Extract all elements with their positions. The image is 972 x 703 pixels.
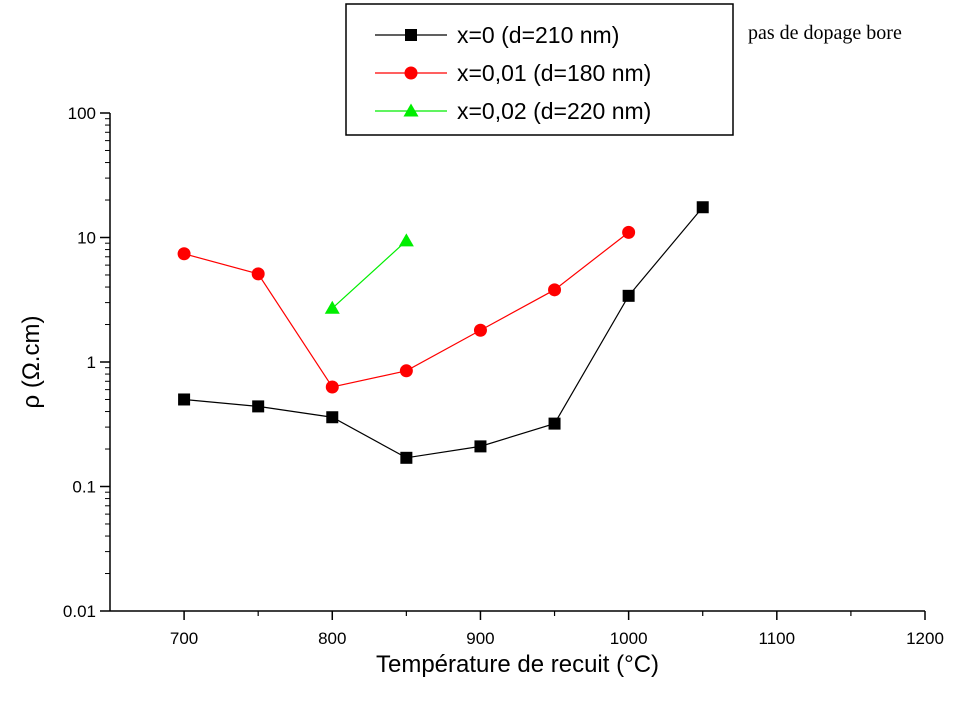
x-tick-label: 1000 <box>610 629 648 648</box>
y-tick-label: 100 <box>68 104 96 123</box>
x-tick-label: 800 <box>318 629 346 648</box>
data-point <box>622 289 635 302</box>
data-point <box>325 380 339 394</box>
data-point <box>251 267 265 281</box>
legend: x=0 (d=210 nm) x=0,01 (d=180 nm) x=0,02 (d… <box>345 3 734 136</box>
series-3 <box>324 233 414 314</box>
y-axis-title: ρ (Ω.cm) <box>18 316 45 409</box>
x-axis-title: Température de recuit (°C) <box>376 651 659 678</box>
series-line <box>184 206 704 459</box>
y-tick-label: 0.01 <box>63 602 96 621</box>
legend-label: x=0 (d=210 nm) <box>457 22 619 48</box>
y-tick-label: 10 <box>77 229 96 248</box>
plot-area <box>177 201 709 464</box>
data-point <box>178 393 191 406</box>
data-point <box>398 233 414 247</box>
x-tick-label: 700 <box>170 629 198 648</box>
legend-item: x=0,01 (d=180 nm) <box>375 60 651 86</box>
legend-label: x=0,01 (d=180 nm) <box>457 60 651 86</box>
legend-item: x=0 (d=210 nm) <box>375 22 619 48</box>
y-tick-label: 0.1 <box>72 478 96 497</box>
x-tick-label: 1100 <box>759 629 796 648</box>
series-line <box>331 240 407 309</box>
legend-marker <box>404 66 418 80</box>
data-point <box>177 247 191 261</box>
annotation-text: pas de dopage bore <box>748 22 902 44</box>
legend-marker <box>403 103 419 117</box>
legend-label: x=0,02 (d=220 nm) <box>457 98 651 124</box>
data-point <box>548 283 562 297</box>
legend-marker <box>405 29 417 41</box>
data-point <box>622 225 636 239</box>
data-point <box>473 323 487 337</box>
data-point <box>399 364 413 378</box>
data-point <box>400 451 413 464</box>
y-tick-label: 1 <box>87 353 96 372</box>
data-point <box>326 411 339 424</box>
data-point <box>474 440 487 453</box>
data-point <box>696 201 709 214</box>
x-tick-label: 1200 <box>906 629 944 648</box>
series-line <box>183 231 630 388</box>
series-2 <box>177 225 636 394</box>
series-1 <box>178 201 709 464</box>
data-point <box>548 417 561 430</box>
data-point <box>324 300 340 314</box>
axes: 700 800 900 1000 1100 1200 0.01 0.1 1 10 100 <box>63 104 944 648</box>
x-tick-label: 900 <box>466 629 494 648</box>
legend-item: x=0,02 (d=220 nm) <box>375 98 651 124</box>
data-point <box>252 400 265 413</box>
